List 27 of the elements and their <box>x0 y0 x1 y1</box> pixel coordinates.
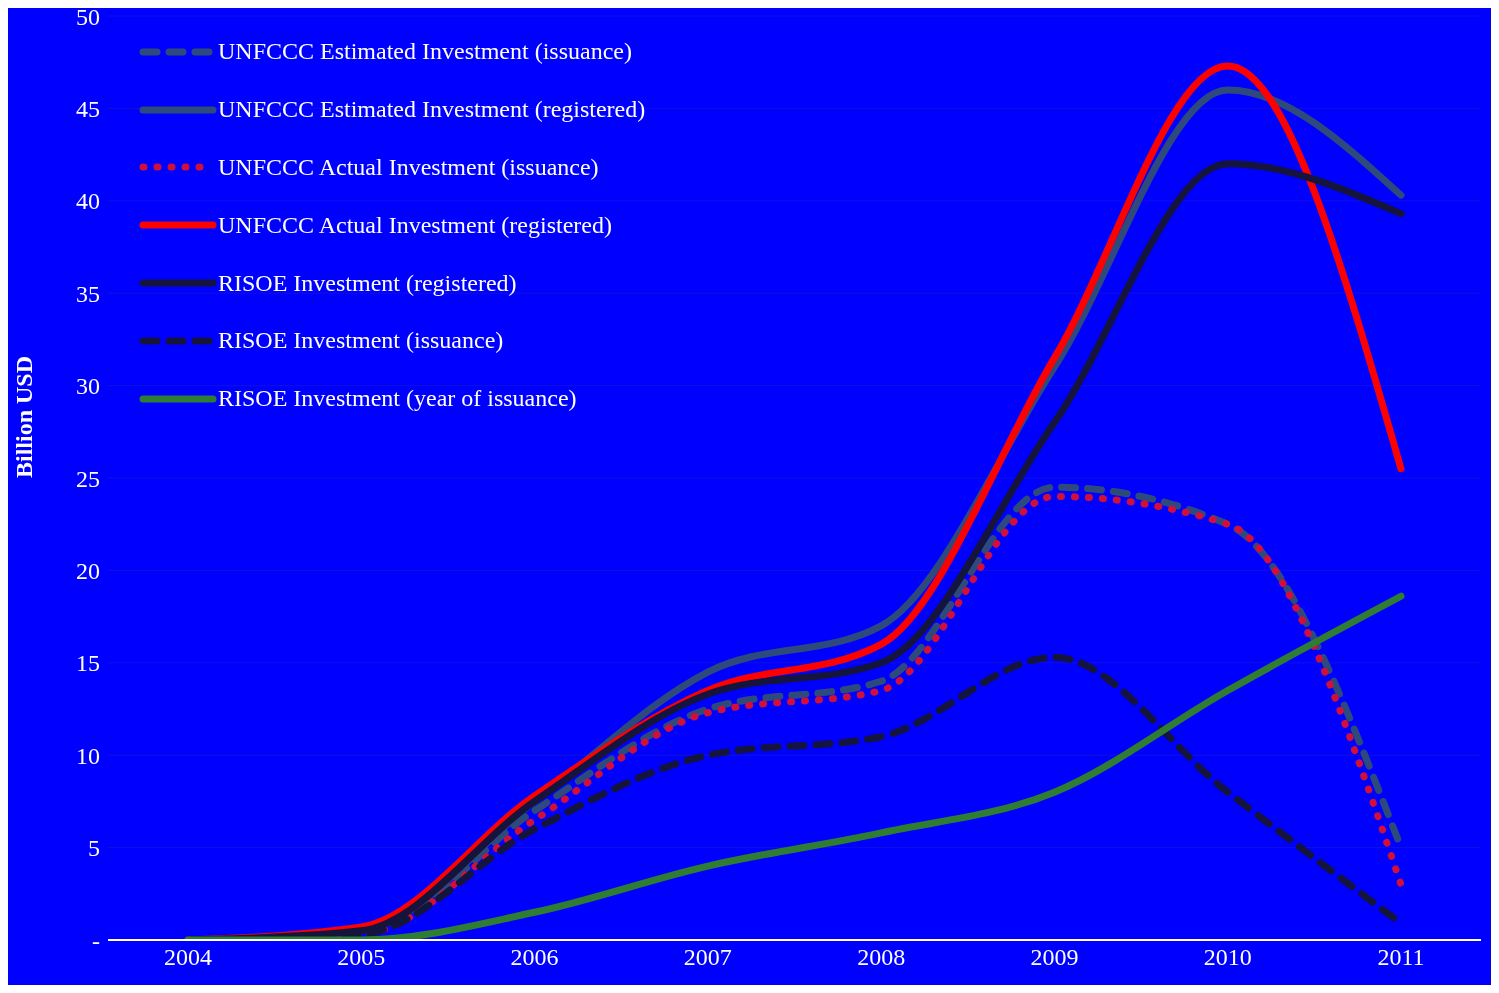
y-tick-label: 45 <box>76 95 100 122</box>
y-tick-label: 15 <box>76 650 100 677</box>
legend-label: UNFCCC Actual Investment (registered) <box>218 211 612 239</box>
y-tick-label: 20 <box>76 557 100 584</box>
y-tick-label: 35 <box>76 280 100 307</box>
y-tick-label: 40 <box>76 188 100 215</box>
y-tick-label: 10 <box>76 742 100 769</box>
y-tick-label: 30 <box>76 373 100 400</box>
legend-label: UNFCCC Estimated Investment (registered) <box>218 96 646 124</box>
legend-label: UNFCCC Actual Investment (issuance) <box>218 153 599 181</box>
x-tick-label: 2009 <box>1030 944 1079 971</box>
legend-label: UNFCCC Estimated Investment (issuance) <box>218 38 632 66</box>
x-tick-label: 2006 <box>510 944 559 971</box>
y-tick-label: 50 <box>76 3 100 30</box>
x-tick-label: 2008 <box>857 944 906 971</box>
y-tick-label: 5 <box>88 835 100 862</box>
x-tick-label: 2005 <box>337 944 386 971</box>
y-tick-label: - <box>92 927 100 954</box>
x-tick-label: 2011 <box>1377 944 1425 971</box>
x-tick-label: 2007 <box>683 944 732 971</box>
legend-label: RISOE Investment (issuance) <box>218 327 504 355</box>
legend-label: RISOE Investment (registered) <box>218 269 517 297</box>
y-axis-title: Billion USD <box>10 355 37 478</box>
x-tick-label: 2010 <box>1203 944 1252 971</box>
legend-label: RISOE Investment (year of issuance) <box>218 385 577 413</box>
y-tick-label: 25 <box>76 465 100 492</box>
x-tick-label: 2004 <box>164 944 212 971</box>
